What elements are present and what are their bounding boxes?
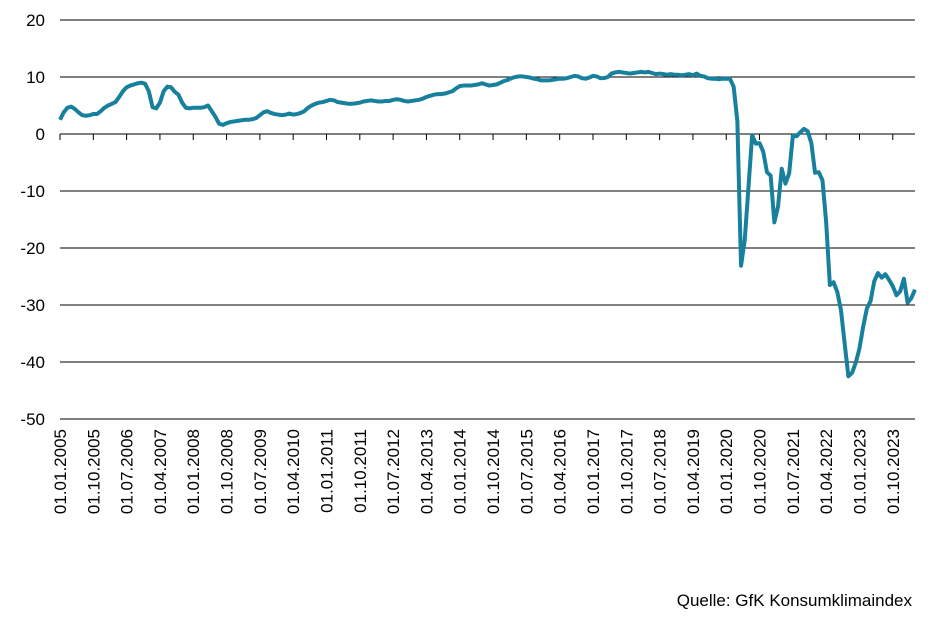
x-tick-label: 01.01.2005 — [51, 429, 70, 514]
x-tick-label: 01.01.2014 — [451, 429, 470, 514]
x-tick-label: 01.10.2014 — [484, 429, 503, 514]
x-tick-label: 01.07.2015 — [517, 429, 536, 514]
x-tick-label: 01.10.2011 — [351, 429, 370, 513]
y-tick-label: 20 — [26, 11, 45, 30]
x-tick-label: 01.07.2021 — [784, 429, 803, 514]
x-tick-label: 01.10.2017 — [617, 429, 636, 514]
x-tick-label: 01.04.2022 — [817, 429, 836, 514]
x-tick-label: 01.10.2005 — [84, 429, 103, 514]
y-tick-label: -30 — [20, 296, 45, 315]
y-tick-label: 10 — [26, 68, 45, 87]
x-tick-label: 01.10.2008 — [218, 429, 237, 514]
y-tick-label: -40 — [20, 353, 45, 372]
x-tick-label: 01.10.2023 — [884, 429, 903, 514]
y-tick-label: -10 — [20, 182, 45, 201]
x-tick-label: 01.07.2012 — [384, 429, 403, 514]
x-tick-label: 01.01.2017 — [584, 429, 603, 514]
x-tick-label: 01.04.2007 — [151, 429, 170, 514]
x-tick-label: 01.01.2008 — [184, 429, 203, 514]
x-tick-label: 01.10.2020 — [751, 429, 770, 514]
x-tick-label: 01.07.2018 — [651, 429, 670, 514]
source-note: Quelle: GfK Konsumklimaindex — [677, 591, 913, 610]
x-tick-label: 01.04.2010 — [284, 429, 303, 514]
x-tick-label: 01.01.2020 — [717, 429, 736, 514]
x-tick-label: 01.01.2023 — [850, 429, 869, 514]
data-line — [58, 69, 917, 379]
x-tick-label: 01.04.2013 — [417, 429, 436, 514]
y-tick-label: 0 — [36, 125, 45, 144]
x-tick-label: 01.01.2011 — [317, 429, 336, 513]
y-tick-label: -20 — [20, 239, 45, 258]
y-tick-label: -50 — [20, 410, 45, 429]
x-tick-label: 01.07.2006 — [118, 429, 137, 514]
x-tick-label: 01.07.2009 — [251, 429, 270, 514]
x-tick-label: 01.04.2016 — [551, 429, 570, 514]
x-tick-label: 01.04.2019 — [684, 429, 703, 514]
